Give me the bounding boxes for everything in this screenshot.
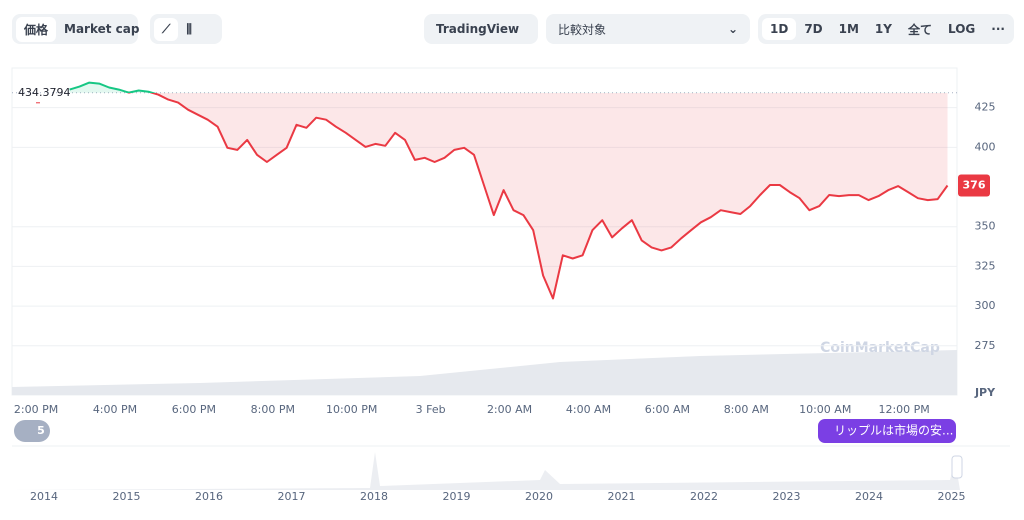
- price-badge: [958, 174, 990, 197]
- range-group: 1D 7D 1M 1Y 全て LOG ···: [758, 14, 1014, 44]
- tradingview-label: TradingView: [436, 22, 520, 36]
- year-label: 2025: [938, 490, 966, 503]
- news-text: リップルは市場の安...: [834, 423, 953, 438]
- year-label: 2019: [443, 490, 471, 503]
- tab-group: 価格 Market cap: [12, 14, 139, 44]
- tab[interactable]: Market cap: [64, 22, 140, 36]
- chevron: ⌄: [727, 22, 738, 36]
- y-tick-label: 275: [975, 339, 996, 352]
- range-button[interactable]: 1D: [762, 18, 797, 40]
- more-button[interactable]: ···: [991, 22, 1005, 36]
- watermark: CoinMarketCap: [820, 340, 940, 356]
- x-tick-label: 8:00 PM: [251, 403, 295, 416]
- navigator-area: [12, 452, 960, 490]
- x-tick-label: 8:00 AM: [724, 403, 769, 416]
- year-label: 2016: [195, 490, 223, 503]
- event-badge[interactable]: [14, 420, 50, 442]
- year-label: 2017: [278, 490, 306, 503]
- year-label: 2024: [855, 490, 883, 503]
- line-mode[interactable]: ⟋: [154, 17, 179, 41]
- y-tick-label: 350: [975, 220, 996, 233]
- x-tick-label: 4:00 PM: [93, 403, 137, 416]
- year-label: 2021: [608, 490, 636, 503]
- year-label: 2014: [30, 490, 58, 503]
- year-label: 2023: [773, 490, 801, 503]
- range-button[interactable]: 1Y: [874, 22, 892, 36]
- price-badge-label: 376: [963, 178, 986, 191]
- year-label: 2018: [360, 490, 388, 503]
- y-tick-label: 425: [975, 101, 996, 114]
- y-tick-label: 325: [975, 259, 996, 272]
- tradingview-button[interactable]: TradingView: [424, 14, 538, 44]
- year-label: 2022: [690, 490, 718, 503]
- x-tick-label: 10:00 AM: [799, 403, 851, 416]
- compare-select[interactable]: 比較対象 ⌄: [546, 14, 750, 44]
- event-count: 5: [37, 424, 45, 437]
- range-button[interactable]: LOG: [947, 22, 976, 36]
- x-tick-label: 6:00 AM: [645, 403, 690, 416]
- news-badge[interactable]: [818, 419, 956, 443]
- range-button[interactable]: 7D: [804, 22, 823, 36]
- unit-label: JPY: [974, 386, 996, 399]
- candle-mode[interactable]: ⫼: [186, 21, 192, 36]
- year-label: 2020: [525, 490, 553, 503]
- x-tick-label: 6:00 PM: [172, 403, 216, 416]
- compare-label: 比較対象: [558, 22, 607, 37]
- chart-type-group: ⟋ ⫼: [150, 14, 222, 44]
- tab[interactable]: 価格: [16, 16, 57, 42]
- y-tick-label: 400: [975, 140, 996, 153]
- year-label: 2015: [113, 490, 141, 503]
- range-button[interactable]: 1M: [838, 22, 859, 36]
- x-tick-label: 10:00 PM: [326, 403, 377, 416]
- x-tick-label: 3 Feb: [416, 403, 446, 416]
- navigator-handle[interactable]: [951, 455, 963, 479]
- volume-area: [12, 350, 957, 395]
- x-tick-label: 2:00 AM: [487, 403, 532, 416]
- price-line: [69, 81, 949, 300]
- x-tick-label: 12:00 PM: [878, 403, 929, 416]
- x-tick-label: 4:00 AM: [566, 403, 611, 416]
- range-button[interactable]: 全て: [907, 22, 932, 37]
- x-tick-label: 2:00 PM: [14, 403, 58, 416]
- baseline-label: 434.3794: [18, 86, 71, 99]
- y-tick-label: 300: [975, 299, 996, 312]
- area: [69, 82, 948, 299]
